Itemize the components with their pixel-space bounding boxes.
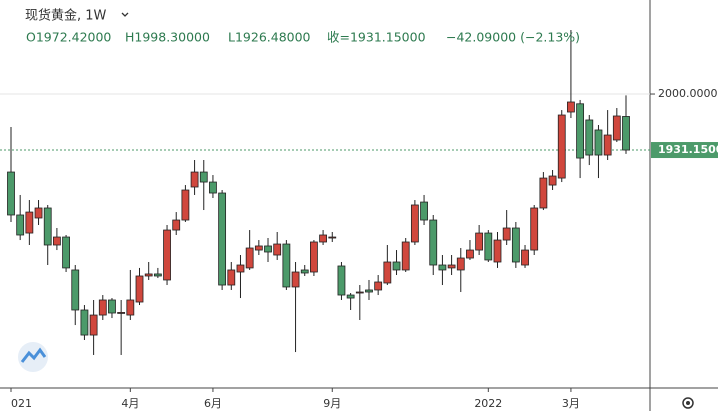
candle-body [126,299,135,316]
candle-body [511,227,520,263]
last-price-box [651,142,718,159]
candle-body [612,115,621,141]
candle-body [236,264,245,273]
candle-body [346,294,355,299]
candle-body [7,171,15,216]
candle-body [521,249,529,266]
candle-body [392,261,401,271]
candle-body [98,299,107,316]
chart-title: 现货黄金, 1W [25,8,107,24]
candle-body [337,265,346,296]
x-tick-label: 4月 [121,397,139,410]
candle-body [475,232,484,251]
candle-body [594,129,603,156]
candle-body [410,204,419,243]
candle-body [282,243,291,288]
candle-body [622,116,630,151]
candle-body [190,171,199,188]
candle-body [264,245,272,253]
candle-body [585,119,594,156]
candle-body [365,289,373,293]
header-open: O1972.42000 [26,30,111,45]
candle-body [117,312,126,314]
candle-body [52,236,61,246]
candle-body [576,103,585,159]
candle-body [43,207,52,246]
candle-body [429,219,438,266]
x-tick-label: 6月 [204,397,222,410]
candle-body [310,241,318,273]
header-close: 收=1931.15000 [327,30,426,45]
candle-body [567,101,575,113]
candle-body [181,189,190,221]
candle-body [153,273,162,277]
candle-body [355,291,364,294]
candle-body [548,175,557,186]
y-tick-label: 2000.00000 [658,87,718,100]
candle-body [401,241,410,271]
candle-body [557,114,566,179]
candle-body [484,232,493,261]
candle-body [447,264,456,269]
candle-body [530,207,539,251]
candle-body [163,229,171,281]
last-price-label: 1931.15000 [658,143,718,156]
chevron[interactable] [121,12,129,17]
candle-body [144,273,153,277]
candle-body [456,257,465,271]
candle-body [218,192,227,286]
header-change: −42.09000 (−2.13%) [446,30,580,45]
candle-body [502,227,511,241]
candle-body [300,269,309,274]
logo [18,342,48,372]
candle-body [80,309,89,336]
candle-body [374,281,383,291]
candle-body [135,275,144,303]
candle-body [71,269,80,311]
candle-body [603,134,612,156]
candle-body [172,219,181,231]
x-tick-label: 2022 [474,397,502,410]
candle-body [16,214,25,236]
candle-body [291,271,300,288]
x-tick-label: 9月 [323,397,341,410]
candle-body [245,247,254,269]
candle-body [209,181,217,194]
candle-body [62,236,70,269]
candle-body [319,234,327,243]
x-tick-label: 021 [11,397,32,410]
candle-body [273,243,282,256]
candle-body [199,171,208,183]
candle-body [328,236,337,239]
candle-body [89,314,98,336]
candle-body [493,239,502,263]
x-tick-label: 3月 [562,397,580,410]
candle-body [466,249,474,259]
candle-body [34,207,43,219]
candle-body [383,261,392,284]
header-low: L1926.48000 [228,30,311,45]
candle-body [227,269,236,286]
candle-body [438,264,447,271]
settings-icon[interactable] [682,397,694,409]
candle-body [539,177,548,209]
header-high: H1998.30000 [125,30,210,45]
candle-body [25,211,34,234]
candle-body [254,245,263,251]
candle-body [108,299,116,314]
candle-body [420,201,428,221]
